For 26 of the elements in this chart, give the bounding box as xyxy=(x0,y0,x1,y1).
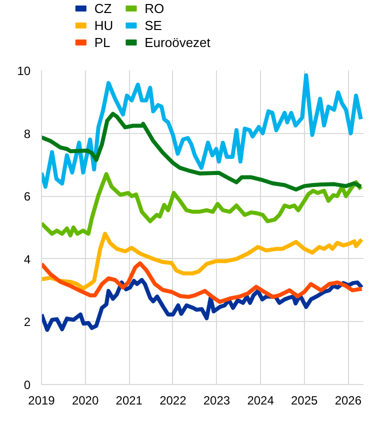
legend-label: HU xyxy=(94,18,114,33)
y-tick-label: 8 xyxy=(24,126,31,141)
legend-label: RO xyxy=(144,1,164,16)
x-tick-label: 2022 xyxy=(160,394,187,408)
line-series xyxy=(42,261,364,304)
y-tick-label: 0 xyxy=(24,378,31,392)
x-tick-label: 2023 xyxy=(203,394,230,408)
y-tick-label: 6 xyxy=(24,190,31,204)
y-tick-label: 10 xyxy=(17,64,31,78)
legend-label: PL xyxy=(94,35,110,50)
x-tick-label: 2026 xyxy=(334,394,362,408)
x-tick-label: 2020 xyxy=(72,394,99,408)
line-series xyxy=(42,112,363,192)
y-tick-label: 4 xyxy=(24,252,31,266)
line-series xyxy=(42,73,363,189)
x-tick-label: 2021 xyxy=(116,394,143,408)
legend-label: CZ xyxy=(94,1,112,16)
x-tick-label: 2024 xyxy=(247,394,274,408)
legend-label: Euroövezet xyxy=(144,35,211,50)
x-tick-label: 2019 xyxy=(28,394,56,408)
y-tick-label: 2 xyxy=(24,315,31,330)
line-series xyxy=(42,232,364,290)
x-tick-label: 2025 xyxy=(291,394,318,408)
legend-label: SE xyxy=(144,18,162,33)
line-series xyxy=(42,172,363,238)
line-series xyxy=(42,278,364,332)
